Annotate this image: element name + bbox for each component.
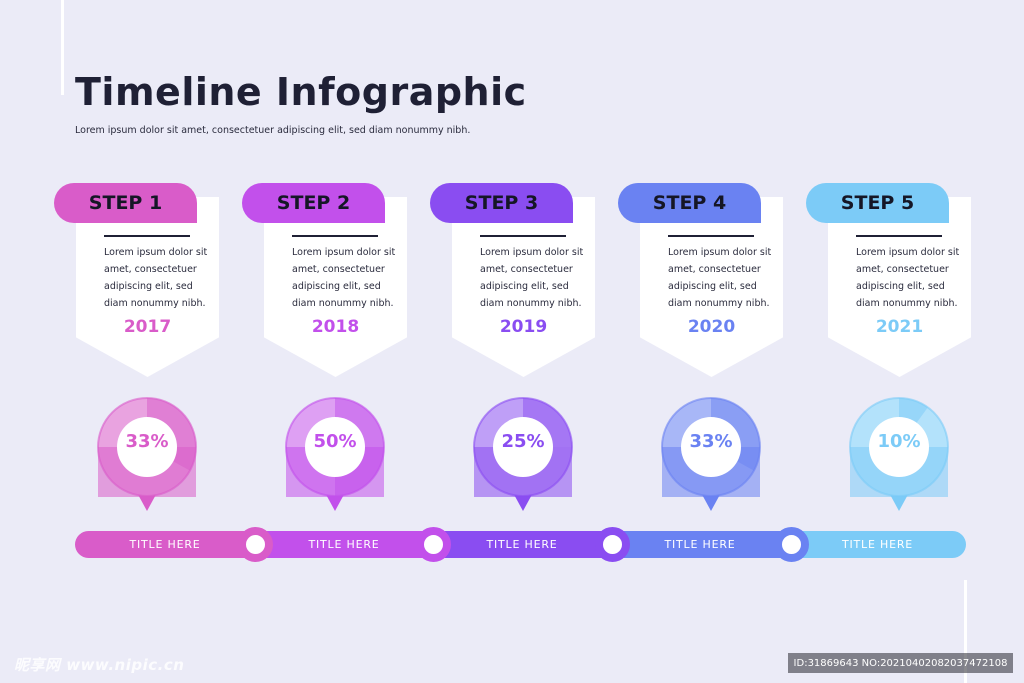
ring-center	[681, 417, 741, 477]
step-label-tab: STEP 4	[618, 183, 761, 223]
progress-ring	[285, 397, 385, 511]
divider	[480, 235, 566, 237]
ring-outline	[661, 397, 761, 497]
timeline-segment: TITLE HERE	[433, 531, 611, 558]
ring-outline	[473, 397, 573, 497]
ring-center	[305, 417, 365, 477]
timeline-segment: TITLE HERE	[255, 531, 433, 558]
timeline-node	[238, 527, 273, 562]
percent-label: 25%	[501, 431, 545, 452]
step-card: Lorem ipsum dolor sit amet, consectetuer…	[76, 197, 219, 377]
step-description: Lorem ipsum dolor sit amet, consectetuer…	[480, 247, 584, 309]
ring-center	[493, 417, 553, 477]
decorative-line-top	[61, 0, 64, 95]
step-card: Lorem ipsum dolor sit amet, consectetuer…	[828, 197, 971, 377]
step-card: Lorem ipsum dolor sit amet, consectetuer…	[264, 197, 407, 377]
step-card: Lorem ipsum dolor sit amet, consectetuer…	[452, 197, 595, 377]
step-label-tab: STEP 1	[54, 183, 197, 223]
timeline-segment: TITLE HERE	[789, 531, 966, 558]
divider	[104, 235, 190, 237]
timeline-segment: TITLE HERE	[75, 531, 255, 558]
ring-outline	[285, 397, 385, 497]
watermark-site: 昵享网 www.nipic.cn	[14, 656, 185, 674]
timeline-node	[416, 527, 451, 562]
percent-pin: 33%	[97, 397, 197, 512]
percent-pin: 50%	[285, 397, 385, 512]
step-label-tab: STEP 3	[430, 183, 573, 223]
timeline-node	[774, 527, 809, 562]
progress-ring	[473, 397, 573, 511]
step-label-tab: STEP 2	[242, 183, 385, 223]
step-year: 2017	[123, 317, 172, 337]
step-label-tab: STEP 5	[806, 183, 949, 223]
ring-center	[117, 417, 177, 477]
timeline-segment: TITLE HERE	[611, 531, 789, 558]
timeline-node	[595, 527, 630, 562]
step-description: Lorem ipsum dolor sit amet, consectetuer…	[856, 247, 960, 309]
percent-pin: 25%	[473, 397, 573, 512]
divider	[668, 235, 754, 237]
step-description: Lorem ipsum dolor sit amet, consectetuer…	[292, 247, 396, 309]
step-year: 2018	[311, 317, 360, 337]
progress-ring	[661, 397, 761, 511]
step-description: Lorem ipsum dolor sit amet, consectetuer…	[668, 247, 772, 309]
decorative-line-bottom	[964, 580, 967, 683]
step-card: Lorem ipsum dolor sit amet, consectetuer…	[640, 197, 783, 377]
percent-label: 33%	[125, 431, 169, 452]
divider	[856, 235, 942, 237]
watermark-id: ID:31869643 NO:20210402082037472108	[788, 653, 1013, 673]
ring-outline	[849, 397, 949, 497]
page-subtitle: Lorem ipsum dolor sit amet, consectetuer…	[75, 125, 471, 136]
progress-ring	[849, 397, 949, 511]
percent-pin: 10%	[849, 397, 949, 512]
ring-center	[869, 417, 929, 477]
progress-ring	[97, 397, 197, 511]
page-title: Timeline Infographic	[75, 70, 527, 114]
step-year: 2019	[499, 317, 548, 337]
percent-pin: 33%	[661, 397, 761, 512]
divider	[292, 235, 378, 237]
ring-outline	[97, 397, 197, 497]
step-year: 2020	[687, 317, 736, 337]
percent-label: 50%	[313, 431, 357, 452]
step-description: Lorem ipsum dolor sit amet, consectetuer…	[104, 247, 208, 309]
percent-label: 33%	[689, 431, 733, 452]
timeline-bar: TITLE HERE TITLE HERE TITLE HERE TITLE H…	[75, 531, 966, 558]
percent-label: 10%	[877, 431, 921, 452]
step-year: 2021	[875, 317, 924, 337]
